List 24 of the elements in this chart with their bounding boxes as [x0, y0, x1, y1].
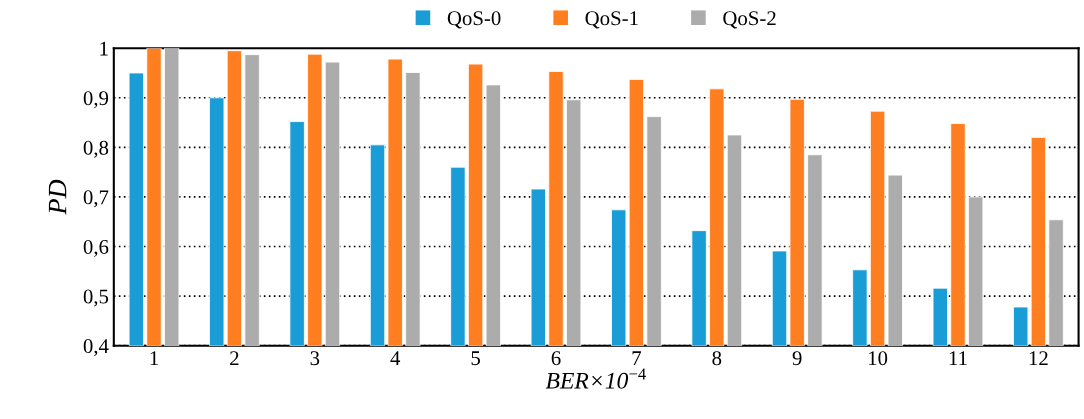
- legend-label: QoS-1: [585, 11, 638, 29]
- y-tick-label: 0,6: [83, 239, 109, 257]
- y-tick-label: 1: [100, 41, 108, 56]
- y-tick-label: 0,9: [83, 91, 109, 109]
- x-tick-label: 12: [1029, 351, 1048, 365]
- y-tick-label: 0,4: [83, 339, 109, 357]
- x-tick-label: 9: [792, 351, 802, 366]
- x-tick-label: 7: [632, 351, 642, 365]
- x-tick-label: 6: [551, 351, 561, 366]
- legend-label: QoS-0: [447, 11, 501, 29]
- y-tick-label: 0,7: [83, 190, 109, 208]
- x-tick-label: 1: [150, 351, 158, 365]
- x-tick-label: 5: [471, 351, 480, 366]
- y-axis-title: PD: [48, 179, 67, 215]
- y-tick-label: 0,5: [83, 289, 109, 307]
- x-axis-title: BER×10$^{−4}$: [545, 368, 646, 389]
- x-tick-label: 10: [869, 351, 888, 366]
- x-tick-label: 3: [310, 351, 320, 366]
- x-tick-label: 11: [949, 351, 967, 365]
- x-tick-label: 8: [712, 351, 722, 366]
- x-tick-label: 4: [390, 351, 401, 365]
- y-tick-label: 0,8: [83, 140, 109, 158]
- x-tick-label: 2: [230, 351, 239, 365]
- legend-label: QoS-2: [723, 11, 776, 29]
